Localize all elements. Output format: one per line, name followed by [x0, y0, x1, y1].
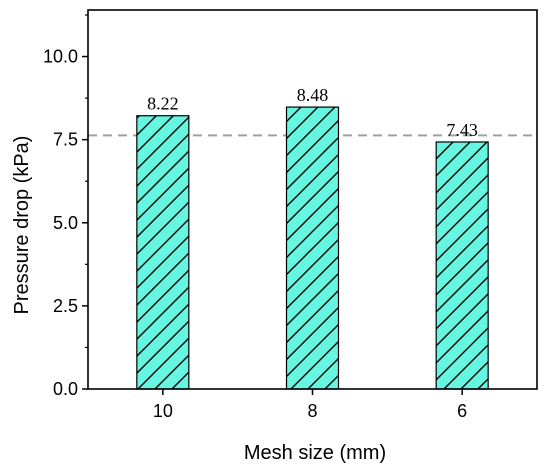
- data-label-8: 8.48: [297, 85, 329, 105]
- data-label-10: 8.22: [147, 94, 179, 114]
- y-tick-label: 10.0: [43, 47, 78, 67]
- x-tick-label-6: 6: [457, 401, 467, 421]
- bar-6: [435, 141, 489, 390]
- data-label-6: 7.43: [446, 120, 478, 140]
- y-tick-label: 2.5: [53, 296, 78, 316]
- y-tick-label: 0.0: [53, 379, 78, 399]
- x-axis-title: Mesh size (mm): [244, 442, 386, 464]
- bar-8: [285, 106, 340, 390]
- x-tick-label-10: 10: [153, 401, 173, 421]
- y-axis-title: Pressure drop (kPa): [11, 136, 33, 315]
- x-tick-label-8: 8: [307, 401, 317, 421]
- y-tick-label: 5.0: [53, 213, 78, 233]
- y-tick-label: 7.5: [53, 130, 78, 150]
- bar-10: [136, 115, 190, 390]
